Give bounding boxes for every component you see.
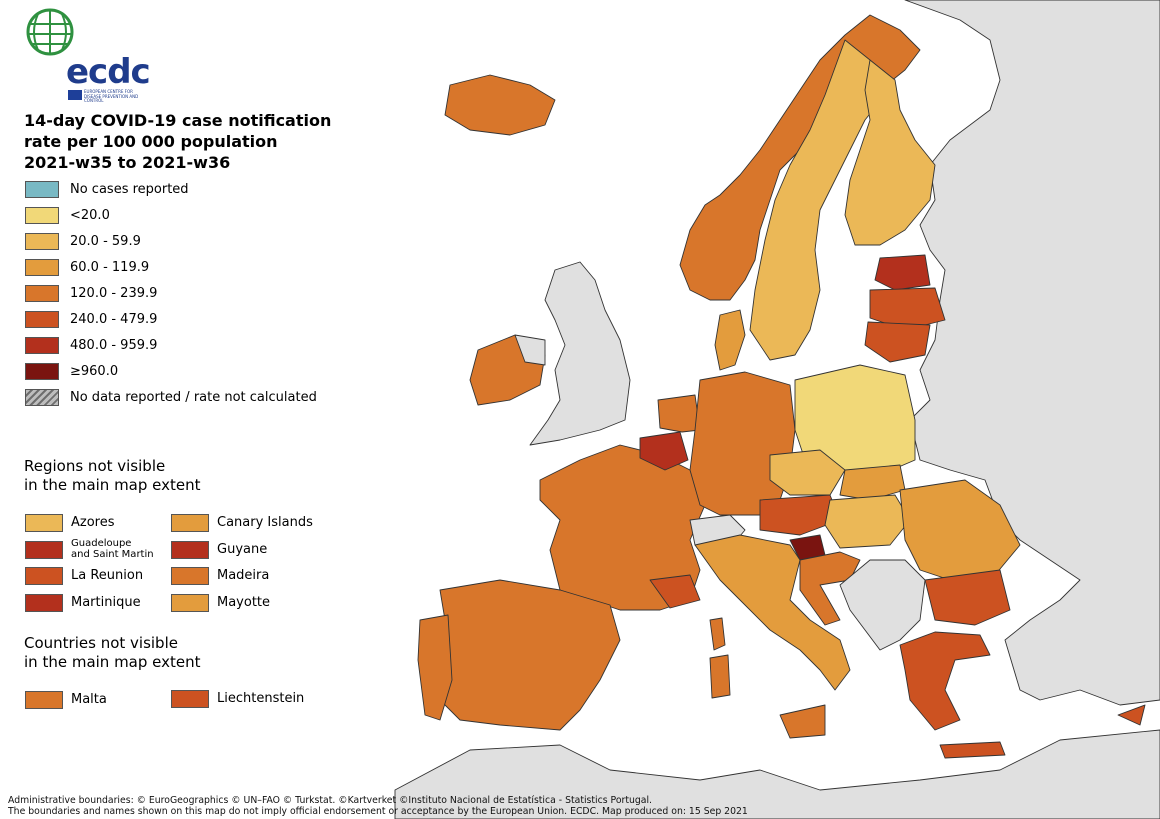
countries-heading: Countries not visible in the main map ex…: [24, 634, 201, 672]
legend-label: 60.0 - 119.9: [70, 260, 150, 275]
map-region-cyprus: [1117, 704, 1146, 726]
map-region-east-non-eu: [904, 0, 1160, 706]
map-region-france-south: [649, 574, 701, 609]
country-swatch: [25, 691, 63, 709]
region-label: Canary Islands: [217, 515, 313, 530]
country-label: Malta: [71, 692, 107, 707]
countries-heading-line-2: in the main map extent: [24, 653, 201, 671]
map-region-italy: [694, 534, 851, 691]
region-swatch: [25, 567, 63, 585]
map-region-uk: [529, 261, 631, 446]
map-region-netherlands: [657, 394, 701, 433]
region-label: Madeira: [217, 568, 270, 583]
title-line-1: 14-day COVID-19 case notification: [24, 111, 332, 130]
map-region-sicily: [779, 704, 826, 739]
ecdc-logo: ecdc EUROPEAN CENTRE FOR DISEASE PREVENT…: [22, 6, 151, 103]
region-label: Guyane: [217, 542, 268, 557]
logo-subtitle: EUROPEAN CENTRE FOR DISEASE PREVENTION A…: [84, 89, 139, 103]
region-swatch: [171, 567, 209, 585]
globe-icon: [26, 8, 74, 56]
region-swatch: [25, 594, 63, 612]
country-swatch: [171, 690, 209, 708]
legend-label: 480.0 - 959.9: [70, 338, 158, 353]
legend-label: 240.0 - 479.9: [70, 312, 158, 327]
map-region-croatia: [799, 551, 861, 626]
legend-swatch: [25, 363, 59, 380]
map-region-bulgaria: [924, 569, 1011, 626]
legend-label: 120.0 - 239.9: [70, 286, 158, 301]
country-label: Liechtenstein: [217, 691, 305, 706]
map-region-hungary: [824, 494, 911, 549]
map-region-north-africa: [394, 729, 1160, 819]
legend-swatch: [25, 285, 59, 302]
legend-label: <20.0: [70, 208, 110, 223]
region-swatch: [25, 541, 63, 559]
countries-heading-line-1: Countries not visible: [24, 634, 178, 652]
region-label: Guadeloupe and Saint Martin: [71, 538, 154, 560]
title-line-3: 2021-w35 to 2021-w36: [24, 153, 231, 172]
legend-label: No data reported / rate not calculated: [70, 390, 317, 405]
region-swatch: [171, 541, 209, 559]
map-region-greece: [899, 631, 991, 731]
legend-label: ≥960.0: [70, 364, 119, 379]
map-region-crete: [939, 741, 1006, 759]
map-region-iceland: [444, 74, 556, 136]
title-line-2: rate per 100 000 population: [24, 132, 278, 151]
map-region-balkans-non-eu: [839, 559, 926, 651]
legend-swatch: [25, 207, 59, 224]
regions-heading-line-1: Regions not visible: [24, 457, 166, 475]
region-label: Mayotte: [217, 595, 271, 610]
map-region-spain: [439, 579, 621, 731]
region-label: Azores: [71, 515, 115, 530]
map-title: 14-day COVID-19 case notification rate p…: [24, 110, 354, 173]
region-swatch: [171, 594, 209, 612]
map-region-belgium: [639, 431, 689, 471]
legend-swatch: [25, 181, 59, 198]
map-region-portugal: [417, 614, 453, 721]
legend-swatch: [25, 233, 59, 250]
map-region-sweden: [749, 39, 886, 361]
legend-swatch: [25, 311, 59, 328]
legend-label: 20.0 - 59.9: [70, 234, 141, 249]
map-region-sardinia: [709, 654, 731, 699]
map-region-lithuania: [864, 321, 931, 363]
map-region-slovakia: [839, 464, 906, 501]
region-swatch: [25, 514, 63, 532]
attribution-line-1: Administrative boundaries: © EuroGeograp…: [8, 795, 653, 806]
attribution-line-2: The boundaries and names shown on this m…: [8, 806, 748, 817]
region-label: Martinique: [71, 595, 141, 610]
eu-flag-icon: [68, 90, 82, 100]
regions-heading-line-2: in the main map extent: [24, 476, 201, 494]
legend-swatch: [25, 337, 59, 354]
region-swatch: [171, 514, 209, 532]
map-region-corsica: [709, 617, 726, 651]
map-region-germany: [689, 371, 796, 516]
map-region-austria: [759, 494, 841, 536]
region-label-line-1: Guadeloupe: [71, 538, 132, 549]
region-label: La Reunion: [71, 568, 144, 583]
legend-label: No cases reported: [70, 182, 189, 197]
region-label-line-2: and Saint Martin: [71, 549, 154, 560]
attribution-footer: Administrative boundaries: © EuroGeograp…: [8, 795, 748, 817]
map-region-finland: [844, 59, 936, 246]
logo-wordmark: ecdc: [66, 52, 151, 92]
legend-swatch: [25, 259, 59, 276]
map-region-estonia: [874, 254, 931, 291]
legend-swatch-hatched: [25, 389, 59, 406]
map-region-northern-ireland: [514, 334, 546, 366]
map-region-denmark: [714, 309, 746, 371]
regions-heading: Regions not visible in the main map exte…: [24, 457, 201, 495]
